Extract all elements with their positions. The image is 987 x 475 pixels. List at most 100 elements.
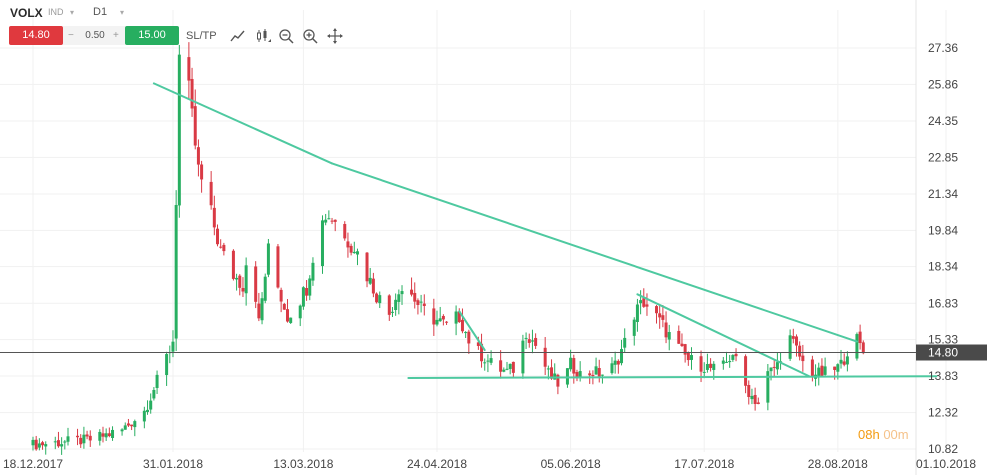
x-tick-label: 17.07.2018	[674, 457, 734, 471]
y-axis: 27.36 25.86 24.35 22.85 21.34 19.84 18.34 16.83…	[928, 41, 958, 456]
candle-body	[155, 374, 159, 389]
candle-body	[276, 246, 280, 288]
candle-body	[222, 244, 226, 252]
chevron-down-icon[interactable]: ▾	[120, 8, 125, 17]
candle-body	[464, 332, 468, 334]
candle-body	[798, 345, 802, 357]
sell-button[interactable]: 14.80	[9, 26, 63, 45]
candle-body	[355, 251, 359, 255]
timer-hours: 08h	[858, 427, 880, 442]
candle-body	[298, 305, 302, 319]
candle-body	[330, 220, 334, 222]
candle-body	[111, 429, 115, 438]
candle-body	[556, 374, 560, 387]
candle-body	[788, 335, 792, 359]
candle-body	[565, 368, 569, 385]
candle-body	[505, 368, 509, 370]
candle-body	[53, 441, 57, 443]
candle-body	[238, 275, 242, 288]
candle-body	[130, 424, 134, 427]
sltp-button[interactable]: SL/TP	[186, 30, 217, 42]
candle-body	[721, 360, 725, 364]
chart-grid	[0, 0, 947, 475]
zoom-in-icon[interactable]	[302, 28, 318, 44]
candle-body	[352, 251, 356, 254]
zoom-out-icon[interactable]	[278, 28, 294, 44]
candle-body	[756, 402, 760, 405]
candle-body	[645, 304, 649, 307]
timeframe-selector[interactable]: D1	[93, 6, 108, 18]
candle-body	[476, 342, 480, 346]
candle-body	[120, 429, 124, 432]
candle-body	[667, 332, 671, 340]
candle-body	[766, 371, 770, 403]
candle-body	[104, 433, 108, 438]
candle-body	[591, 374, 595, 377]
candle-body	[616, 360, 620, 365]
candle-body	[212, 207, 216, 228]
candle-body	[543, 347, 547, 367]
candle-body	[483, 362, 487, 364]
candle-body	[320, 220, 324, 267]
candle-body	[833, 366, 837, 370]
candle-body	[642, 298, 646, 307]
candle-body	[597, 368, 601, 377]
candle-body	[231, 250, 235, 279]
increase-lot-button[interactable]: +	[113, 30, 119, 41]
x-axis: 18.12.2017 31.01.2018 13.03.2018 24.04.2018…	[3, 457, 976, 471]
decrease-lot-button[interactable]: −	[68, 30, 74, 41]
timer-minutes: 00m	[883, 427, 909, 442]
crosshair-icon[interactable]	[327, 28, 343, 44]
candle-body	[365, 252, 369, 282]
lot-size-stepper[interactable]: − 0.50 +	[63, 26, 125, 45]
candle-body	[422, 303, 426, 306]
candle-body	[747, 384, 751, 397]
candle-body	[817, 367, 821, 377]
candle-body	[664, 322, 668, 338]
candle-body	[705, 364, 709, 370]
candle-body	[187, 57, 191, 81]
candle-body	[623, 337, 627, 348]
candle-body	[499, 360, 503, 372]
chevron-down-icon[interactable]: ▾	[70, 8, 75, 17]
candle-body	[149, 400, 153, 410]
candle-body	[438, 318, 442, 322]
candle-body	[133, 421, 137, 428]
candle-body	[454, 311, 458, 324]
candle-body	[410, 289, 414, 295]
candle-body	[489, 358, 493, 363]
candle-body	[728, 361, 732, 363]
symbol-label[interactable]: VOLX	[10, 6, 43, 20]
x-tick-label: 05.06.2018	[541, 457, 601, 471]
candle-body	[588, 373, 592, 376]
y-tick-label: 12.32	[928, 406, 958, 420]
candle-body	[419, 301, 423, 303]
y-tick-label: 21.34	[928, 187, 958, 201]
candle-body	[416, 300, 420, 305]
y-tick-label: 25.86	[928, 77, 958, 91]
candle-body	[569, 357, 573, 370]
candle-body	[810, 359, 814, 377]
candle-body	[349, 245, 353, 253]
candle-body	[441, 315, 445, 320]
candle-body	[791, 336, 795, 339]
candle-body	[613, 360, 617, 365]
line-chart-icon[interactable]	[230, 28, 246, 44]
candle-body	[375, 293, 379, 303]
candle-body	[769, 367, 773, 372]
lot-size-value[interactable]: 0.50	[85, 30, 105, 41]
candle-body	[775, 362, 779, 370]
candle-body	[390, 311, 394, 313]
candle-body	[387, 295, 391, 315]
candle-body	[699, 356, 703, 372]
x-tick-label: 01.10.2018	[916, 457, 976, 471]
candle-body	[343, 223, 347, 239]
candlestick-icon[interactable]	[255, 28, 271, 44]
y-tick-label: 10.82	[928, 442, 958, 456]
candle-body	[79, 437, 83, 445]
candle-body	[209, 181, 213, 206]
candle-body	[820, 365, 824, 376]
candle-body	[107, 433, 111, 437]
buy-button[interactable]: 15.00	[125, 26, 179, 45]
